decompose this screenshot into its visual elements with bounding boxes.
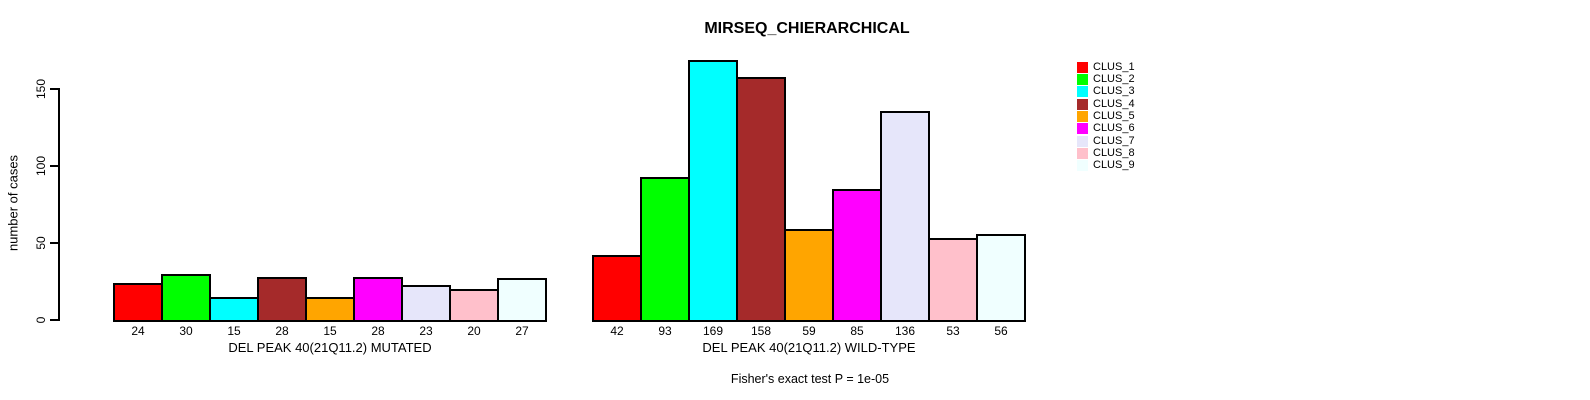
bar-value-label: 42 bbox=[610, 324, 624, 338]
bar bbox=[113, 283, 163, 322]
bar bbox=[736, 77, 786, 322]
bar-value-label: 56 bbox=[994, 324, 1008, 338]
y-tick bbox=[50, 242, 58, 244]
bar-value-label: 169 bbox=[702, 324, 724, 338]
legend-item: CLUS_1 bbox=[1077, 61, 1135, 73]
x-axis-group-label: DEL PEAK 40(21Q11.2) MUTATED bbox=[228, 340, 432, 355]
bar bbox=[640, 177, 690, 322]
bar-value-label: 85 bbox=[850, 324, 864, 338]
bar bbox=[784, 229, 834, 322]
bar bbox=[976, 234, 1026, 322]
legend-swatch bbox=[1077, 160, 1088, 172]
x-axis-group-label: DEL PEAK 40(21Q11.2) WILD-TYPE bbox=[702, 340, 916, 355]
bar bbox=[832, 189, 882, 322]
y-tick-label: 100 bbox=[34, 155, 48, 177]
legend-label: CLUS_5 bbox=[1093, 110, 1135, 123]
bar bbox=[592, 255, 642, 322]
legend-label: CLUS_6 bbox=[1093, 122, 1135, 135]
legend-swatch bbox=[1077, 61, 1088, 73]
bar bbox=[928, 238, 978, 322]
bar-value-label: 158 bbox=[750, 324, 772, 338]
legend-label: CLUS_9 bbox=[1093, 159, 1135, 172]
bar-value-label: 28 bbox=[275, 324, 289, 338]
bar-value-label: 27 bbox=[515, 324, 529, 338]
bar-value-label: 15 bbox=[323, 324, 337, 338]
legend-item: CLUS_2 bbox=[1077, 73, 1135, 86]
legend-swatch bbox=[1077, 98, 1088, 110]
bar bbox=[209, 297, 259, 322]
legend-label: CLUS_1 bbox=[1093, 60, 1135, 73]
legend-label: CLUS_7 bbox=[1093, 134, 1135, 147]
y-axis-label: number of cases bbox=[5, 154, 21, 252]
legend-item: CLUS_5 bbox=[1077, 110, 1135, 123]
bar-value-label: 136 bbox=[894, 324, 916, 338]
bar bbox=[449, 289, 499, 322]
bar-value-label: 53 bbox=[946, 324, 960, 338]
bar bbox=[497, 278, 547, 322]
y-tick-label: 50 bbox=[34, 236, 48, 250]
bar-value-label: 20 bbox=[467, 324, 481, 338]
legend: CLUS_1 CLUS_2 CLUS_3 CLUS_4 CLUS_5 CLUS_6 CLUS… bbox=[1077, 61, 1135, 172]
legend-label: CLUS_3 bbox=[1093, 85, 1135, 98]
legend-item: CLUS_8 bbox=[1077, 147, 1135, 160]
bar-value-label: 93 bbox=[658, 324, 672, 338]
legend-item: CLUS_4 bbox=[1077, 98, 1135, 110]
y-tick bbox=[50, 88, 58, 90]
bar-value-label: 24 bbox=[131, 324, 145, 338]
bar bbox=[305, 297, 355, 322]
legend-swatch bbox=[1077, 86, 1088, 98]
bar bbox=[353, 277, 403, 322]
y-tick-label: 0 bbox=[34, 316, 48, 324]
bar bbox=[257, 277, 307, 322]
bar-value-label: 59 bbox=[802, 324, 816, 338]
legend-item: CLUS_9 bbox=[1077, 160, 1135, 172]
legend-label: CLUS_4 bbox=[1093, 97, 1135, 110]
y-tick bbox=[50, 165, 58, 167]
legend-swatch bbox=[1077, 148, 1088, 160]
legend-swatch bbox=[1077, 74, 1088, 86]
bar-value-label: 23 bbox=[419, 324, 433, 338]
bar-value-label: 30 bbox=[179, 324, 193, 338]
chart-title: MIRSEQ_CHIERARCHICAL bbox=[704, 20, 910, 37]
bar bbox=[880, 111, 930, 322]
legend-swatch bbox=[1077, 111, 1088, 123]
bar bbox=[688, 60, 738, 322]
bar-value-label: 15 bbox=[227, 324, 241, 338]
legend-item: CLUS_3 bbox=[1077, 86, 1135, 98]
bar bbox=[161, 274, 211, 322]
y-tick bbox=[50, 319, 58, 321]
legend-swatch bbox=[1077, 135, 1088, 147]
bar bbox=[401, 285, 451, 322]
legend-item: CLUS_7 bbox=[1077, 135, 1135, 147]
y-tick-label: 150 bbox=[34, 78, 48, 100]
legend-label: CLUS_8 bbox=[1093, 147, 1135, 160]
legend-label: CLUS_2 bbox=[1093, 73, 1135, 86]
legend-swatch bbox=[1077, 123, 1088, 135]
bar-value-label: 28 bbox=[371, 324, 385, 338]
y-axis-line bbox=[58, 88, 60, 321]
legend-item: CLUS_6 bbox=[1077, 123, 1135, 135]
fisher-test-annotation: Fisher's exact test P = 1e-05 bbox=[730, 372, 890, 386]
